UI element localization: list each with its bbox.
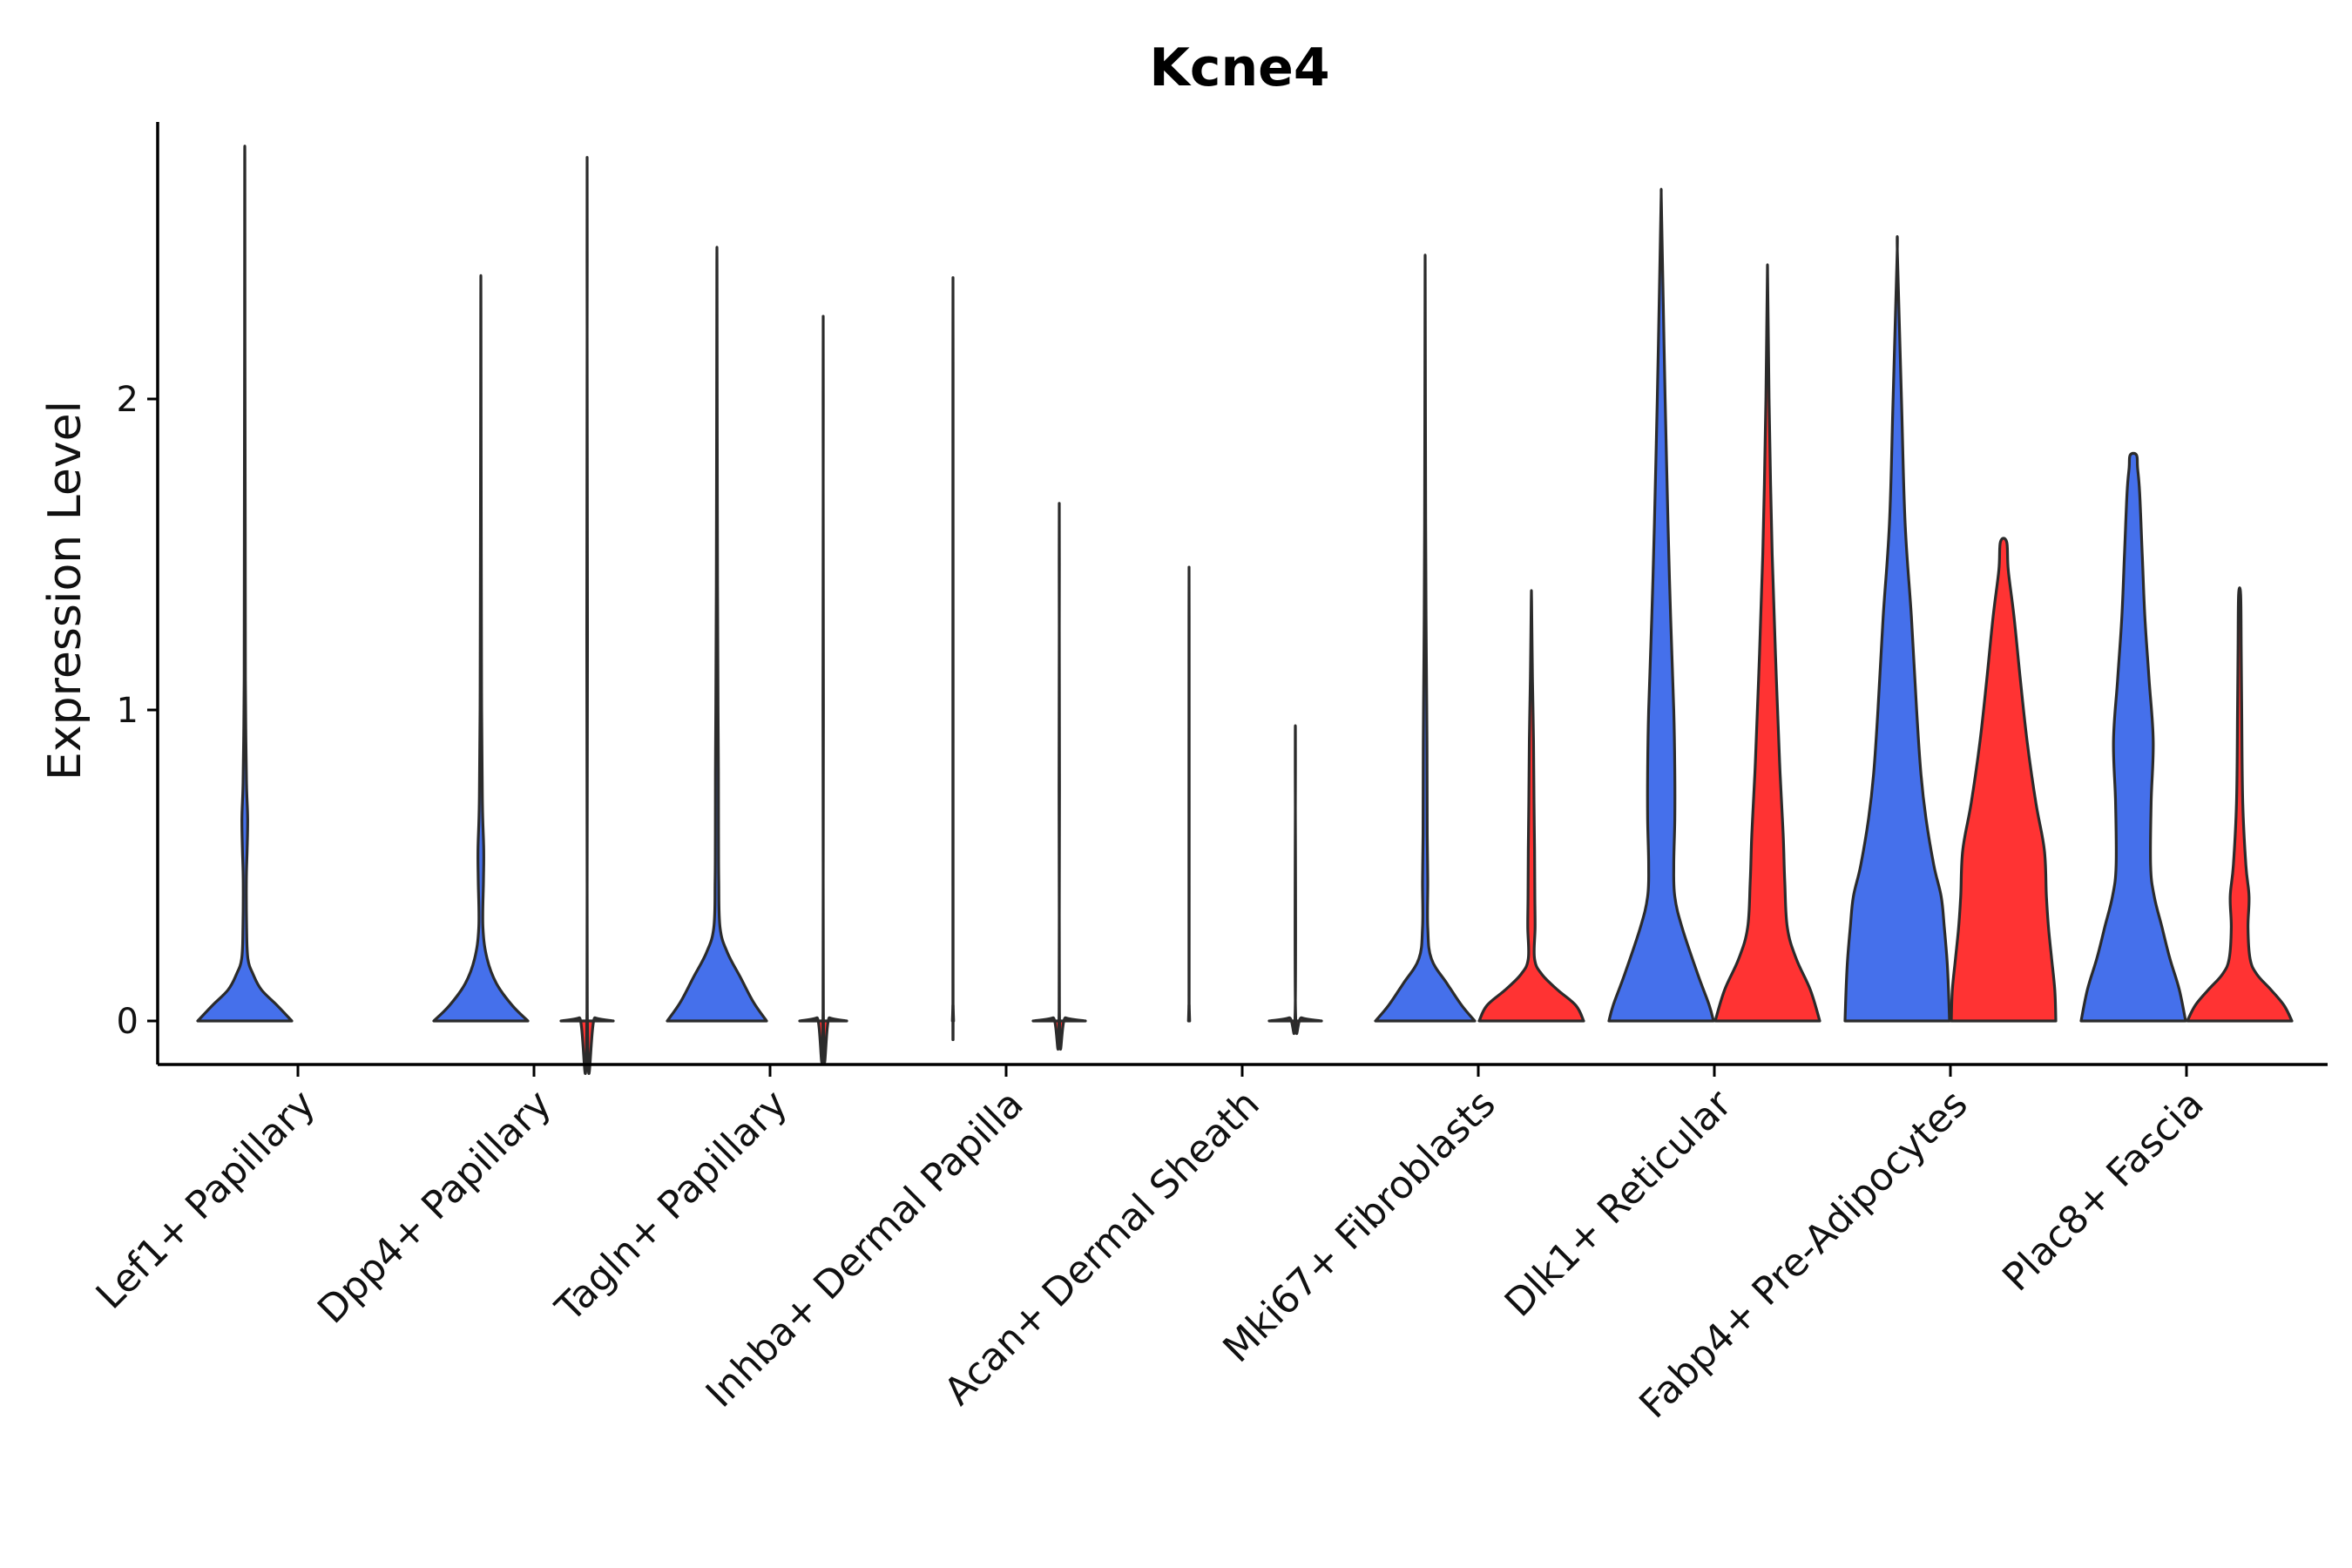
chart-title: Kcne4 <box>1149 37 1329 98</box>
violin-group1 <box>666 246 768 1023</box>
y-tick-label: 0 <box>117 1002 139 1042</box>
violin-group2 <box>559 156 615 1076</box>
violin-group1 <box>2079 451 2187 1023</box>
violin-group2 <box>1477 589 1585 1023</box>
violin-group2 <box>2186 586 2294 1023</box>
x-category-label: Dpp4+ Papillary <box>309 1082 560 1333</box>
violin-group2 <box>1950 537 2058 1023</box>
violin-group1 <box>1186 565 1192 1023</box>
violin-group2 <box>1267 724 1323 1036</box>
y-tick-label: 1 <box>117 691 139 731</box>
plot-area <box>196 145 2294 1076</box>
y-tick-label: 2 <box>117 380 139 420</box>
y-axis-ticks: 0 1 2 <box>117 380 158 1042</box>
x-category-label: Mki67+ Fibroblasts <box>1214 1082 1504 1371</box>
violin-group1 <box>1374 253 1477 1023</box>
violin-group1 <box>432 274 530 1023</box>
x-category-label: Tagln+ Papillary <box>547 1082 796 1331</box>
violin-group1 <box>1843 234 1951 1023</box>
violin-group1 <box>1607 187 1715 1023</box>
x-category-label: Lef1+ Papillary <box>88 1082 324 1318</box>
y-axis-label: Expression Level <box>39 401 91 781</box>
violin-group2 <box>798 314 848 1064</box>
violin-group2 <box>1713 263 1821 1023</box>
violin-group2 <box>1031 502 1087 1051</box>
x-category-label: Dlk1+ Reticular <box>1497 1081 1741 1326</box>
violin-group1 <box>950 276 956 1042</box>
violin-group1 <box>196 145 294 1023</box>
x-category-label: Plac8+ Fascia <box>1994 1082 2213 1301</box>
